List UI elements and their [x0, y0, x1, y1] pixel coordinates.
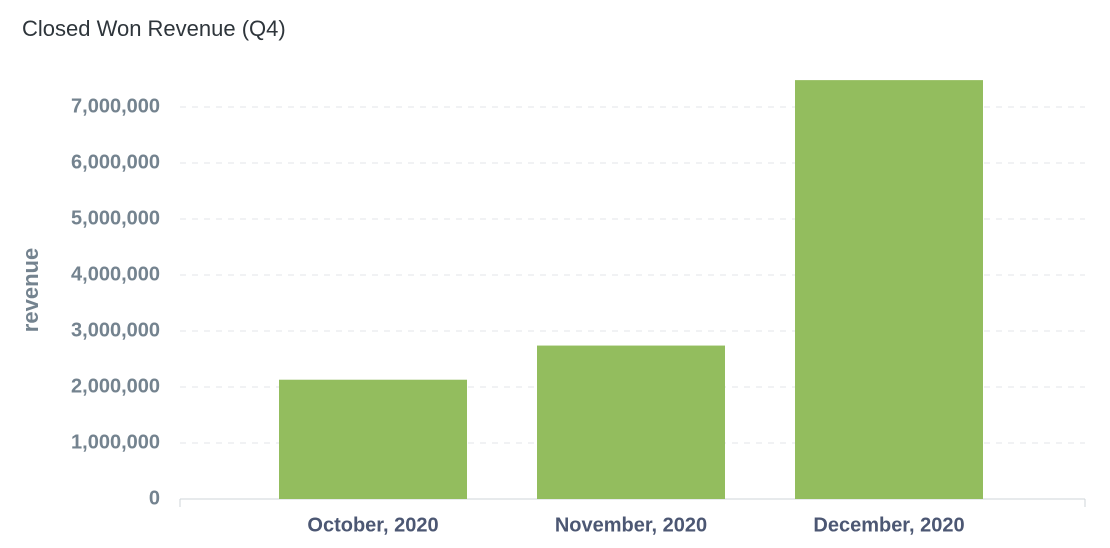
y-tick-label: 2,000,000: [71, 375, 160, 397]
y-axis-label: revenue: [18, 248, 43, 332]
x-tick-label: December, 2020: [813, 514, 964, 536]
x-tick-label: November, 2020: [555, 514, 707, 536]
bar: [795, 80, 983, 500]
bar: [537, 345, 725, 499]
y-tick-label: 7,000,000: [71, 95, 160, 117]
y-tick-label: 4,000,000: [71, 263, 160, 285]
x-tick-label: October, 2020: [307, 514, 438, 536]
y-tick-label: 6,000,000: [71, 151, 160, 173]
chart-title: Closed Won Revenue (Q4): [22, 16, 286, 41]
y-tick-label: 0: [149, 487, 160, 509]
y-tick-label: 3,000,000: [71, 319, 160, 341]
bar: [279, 379, 467, 499]
y-tick-label: 5,000,000: [71, 207, 160, 229]
y-tick-label: 1,000,000: [71, 431, 160, 453]
